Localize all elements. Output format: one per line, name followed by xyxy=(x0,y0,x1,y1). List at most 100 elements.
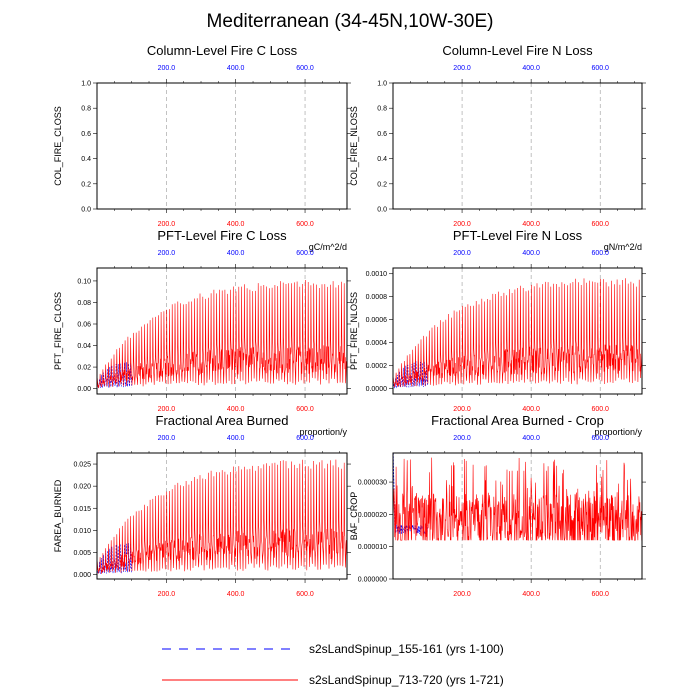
panel-title: Column-Level Fire C Loss xyxy=(147,43,298,58)
y-tick-label: 0.010 xyxy=(73,528,91,535)
plot-area xyxy=(393,278,642,389)
top-tick-label: 200.0 xyxy=(453,435,471,442)
y-axis-label: COL_FIRE_NLOSS xyxy=(349,106,359,186)
bottom-tick-label: 400.0 xyxy=(522,406,540,413)
y-tick-label: 0.4 xyxy=(377,156,387,163)
top-tick-label: 200.0 xyxy=(158,65,176,72)
y-tick-label: 0.08 xyxy=(77,300,91,307)
panel-fractional-area-burned-crop: Fractional Area Burned - Crop BAF_CROP pro… xyxy=(349,413,646,598)
top-tick-label: 400.0 xyxy=(522,435,540,442)
y-tick-label: 0.2 xyxy=(377,181,387,188)
plot-area xyxy=(393,453,642,541)
figure-title: Mediterranean (34-45N,10W-30E) xyxy=(207,11,494,32)
plot-frame xyxy=(392,267,643,395)
panel-column-level-fire-c-loss: Column-Level Fire C Loss COL_FIRE_CLOSS 20… xyxy=(53,43,351,228)
bottom-tick-label: 200.0 xyxy=(158,591,176,598)
y-tick-label: 0.0000 xyxy=(366,386,388,393)
panel-pft-level-fire-c-loss: PFT-Level Fire C Loss PFT_FIRE_CLOSS gC/m^… xyxy=(53,228,351,413)
y-tick-label: 0.02 xyxy=(77,365,91,372)
series-line-s2slandspinup-713-720-yrs-1-721 xyxy=(393,278,642,388)
y-tick-label: 0.6 xyxy=(81,131,91,138)
units-label: proportion/y xyxy=(299,427,347,437)
top-tick-label: 400.0 xyxy=(227,65,245,72)
top-tick-label: 600.0 xyxy=(591,435,609,442)
y-tick-label: 0.00 xyxy=(77,386,91,393)
panels: Column-Level Fire C Loss COL_FIRE_CLOSS 20… xyxy=(53,43,646,598)
y-tick-label: 0.000000 xyxy=(358,577,387,584)
y-tick-label: 0.8 xyxy=(377,106,387,113)
panel-column-level-fire-n-loss: Column-Level Fire N Loss COL_FIRE_NLOSS 20… xyxy=(349,43,646,228)
plot-frame xyxy=(392,82,643,210)
top-tick-label: 600.0 xyxy=(296,250,314,257)
panel-title: Fractional Area Burned - Crop xyxy=(431,413,604,428)
bottom-tick-label: 200.0 xyxy=(158,221,176,228)
series-line-s2slandspinup-713-720-yrs-1-721 xyxy=(97,459,347,574)
panel-title: Column-Level Fire N Loss xyxy=(442,43,593,58)
y-tick-label: 0.0004 xyxy=(366,340,388,347)
panel-fractional-area-burned: Fractional Area Burned FAREA_BURNED propor… xyxy=(53,413,351,598)
panel-title: PFT-Level Fire N Loss xyxy=(453,228,583,243)
bottom-tick-label: 200.0 xyxy=(453,221,471,228)
bottom-tick-label: 400.0 xyxy=(522,591,540,598)
bottom-tick-label: 600.0 xyxy=(296,221,314,228)
plot-area xyxy=(97,279,347,389)
panel-pft-level-fire-n-loss: PFT-Level Fire N Loss PFT_FIRE_NLOSS gN/m^… xyxy=(349,228,646,413)
series-line-s2slandspinup-155-161-yrs-1-100 xyxy=(97,543,132,575)
bottom-tick-label: 400.0 xyxy=(522,221,540,228)
y-tick-label: 0.000010 xyxy=(358,544,387,551)
y-tick-label: 0.025 xyxy=(73,462,91,469)
bottom-tick-label: 200.0 xyxy=(453,591,471,598)
top-tick-label: 600.0 xyxy=(296,435,314,442)
series-line-s2slandspinup-713-720-yrs-1-721 xyxy=(97,279,347,389)
bottom-tick-label: 200.0 xyxy=(158,406,176,413)
bottom-tick-label: 200.0 xyxy=(453,406,471,413)
y-tick-label: 0.005 xyxy=(73,550,91,557)
legend: s2sLandSpinup_155-161 (yrs 1-100) s2sLan… xyxy=(162,642,504,687)
y-tick-label: 0.0002 xyxy=(366,363,388,370)
bottom-tick-label: 600.0 xyxy=(296,591,314,598)
top-tick-label: 400.0 xyxy=(227,435,245,442)
y-tick-label: 0.2 xyxy=(81,181,91,188)
bottom-tick-label: 600.0 xyxy=(591,406,609,413)
units-label: proportion/y xyxy=(594,427,642,437)
y-tick-label: 0.0 xyxy=(81,207,91,214)
top-tick-label: 600.0 xyxy=(296,65,314,72)
top-tick-label: 200.0 xyxy=(158,250,176,257)
top-tick-label: 600.0 xyxy=(591,250,609,257)
plot-frame xyxy=(96,452,348,580)
y-tick-label: 0.6 xyxy=(377,131,387,138)
top-tick-label: 400.0 xyxy=(522,250,540,257)
bottom-tick-label: 400.0 xyxy=(227,221,245,228)
y-tick-label: 1.0 xyxy=(377,81,387,88)
top-tick-label: 200.0 xyxy=(453,250,471,257)
top-tick-label: 200.0 xyxy=(453,65,471,72)
y-axis-label: FAREA_BURNED xyxy=(53,479,63,552)
panel-title: PFT-Level Fire C Loss xyxy=(157,228,287,243)
y-tick-label: 0.06 xyxy=(77,322,91,329)
y-tick-label: 0.0008 xyxy=(366,294,388,301)
y-tick-label: 0.4 xyxy=(81,156,91,163)
plot-frame xyxy=(96,82,348,210)
y-tick-label: 0.10 xyxy=(77,278,91,285)
y-tick-label: 0.0006 xyxy=(366,317,388,324)
y-tick-label: 0.8 xyxy=(81,106,91,113)
bottom-tick-label: 600.0 xyxy=(591,591,609,598)
panel-title: Fractional Area Burned xyxy=(156,413,289,428)
top-tick-label: 400.0 xyxy=(227,250,245,257)
y-tick-label: 0.000 xyxy=(73,572,91,579)
top-tick-label: 600.0 xyxy=(591,65,609,72)
y-axis-label: PFT_FIRE_NLOSS xyxy=(349,292,359,370)
bottom-tick-label: 400.0 xyxy=(227,406,245,413)
plot-frame xyxy=(96,267,348,395)
units-label: gN/m^2/d xyxy=(604,242,642,252)
bottom-tick-label: 600.0 xyxy=(591,221,609,228)
top-tick-label: 400.0 xyxy=(522,65,540,72)
y-tick-label: 0.0 xyxy=(377,207,387,214)
legend-label-run-155-161: s2sLandSpinup_155-161 (yrs 1-100) xyxy=(309,642,504,656)
y-tick-label: 1.0 xyxy=(81,81,91,88)
y-axis-label: COL_FIRE_CLOSS xyxy=(53,106,63,186)
bottom-tick-label: 600.0 xyxy=(296,406,314,413)
plot-frame xyxy=(392,452,643,580)
y-tick-label: 0.000020 xyxy=(358,512,387,519)
